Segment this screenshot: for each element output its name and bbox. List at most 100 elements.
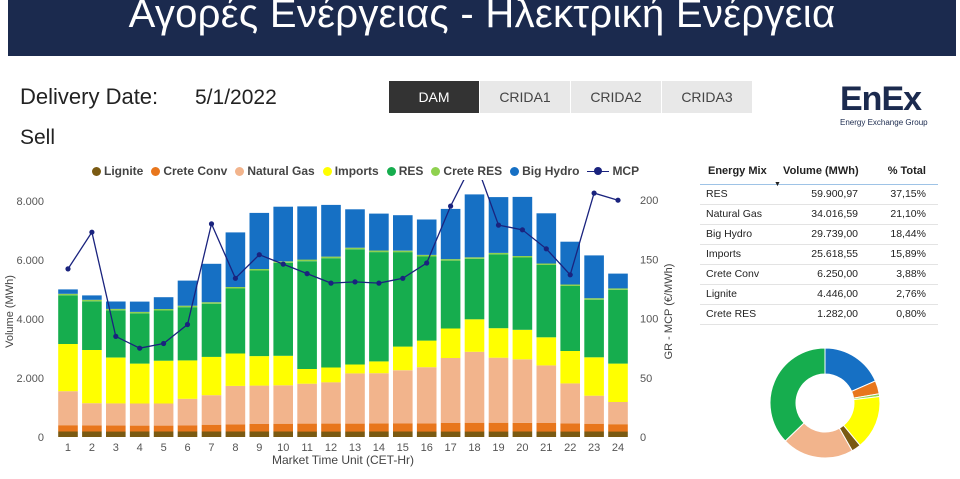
tab-crida3[interactable]: CRIDA3 <box>662 81 752 113</box>
y-tick-label: 4.000 <box>16 314 44 326</box>
mcp-point <box>615 197 621 203</box>
legend-marker <box>235 166 245 176</box>
bar-segment <box>416 256 437 341</box>
tab-crida2[interactable]: CRIDA2 <box>571 81 661 113</box>
x-tick-label: 8 <box>232 442 238 454</box>
header-energy-mix[interactable]: Energy Mix <box>708 165 767 177</box>
bar-segment <box>369 213 389 251</box>
legend-item-crete-res[interactable]: Crete RES <box>431 164 502 178</box>
bar-segment <box>201 302 222 304</box>
y-tick-label: 8.000 <box>16 196 44 208</box>
x-tick-label: 22 <box>564 442 576 454</box>
table-header: Energy Mix Volume (MWh) % Total ▼ <box>700 162 938 188</box>
y2-tick-label: 50 <box>640 373 652 385</box>
mcp-point <box>89 229 95 235</box>
legend-label: MCP <box>612 164 640 178</box>
legend-item-big-hydro[interactable]: Big Hydro <box>510 164 579 178</box>
bar-segment <box>58 295 78 344</box>
legend-marker <box>322 166 332 176</box>
delivery-date-label: Delivery Date: <box>20 84 159 109</box>
tab-dam[interactable]: DAM <box>389 81 479 113</box>
bar-segment <box>464 431 485 437</box>
bar-segment <box>321 431 341 437</box>
x-tick-label: 10 <box>277 442 289 454</box>
bar-segment <box>369 252 389 362</box>
bar-segment <box>393 250 413 253</box>
bar-segment <box>201 356 222 396</box>
bar-segment <box>297 368 317 384</box>
bar-segment <box>273 206 293 262</box>
bar-segment <box>345 364 365 374</box>
mcp-point <box>208 221 215 227</box>
mcp-point <box>424 260 430 266</box>
bar-segment <box>106 425 126 432</box>
x-tick-label: 4 <box>137 442 143 454</box>
bar-segment <box>584 299 604 358</box>
bar-segment <box>536 265 557 338</box>
bar-segment <box>82 425 102 432</box>
bar-segment <box>440 423 461 432</box>
bar-segment <box>177 360 198 399</box>
mcp-point <box>304 271 310 277</box>
bar-segment <box>464 194 485 258</box>
cell-volume: 59.900,97 <box>811 188 858 200</box>
donut-slice[interactable] <box>769 347 826 442</box>
table-row: Natural Gas 34.016,59 21,10% <box>700 205 938 225</box>
bar-segment <box>297 383 317 424</box>
bar-segment <box>177 305 198 308</box>
x-tick-label: 16 <box>421 442 433 454</box>
table-row: Big Hydro 29.739,00 18,44% <box>700 225 938 245</box>
legend-item-res[interactable]: RES <box>386 164 423 178</box>
x-tick-label: 18 <box>468 442 480 454</box>
legend-item-lignite[interactable]: Lignite <box>92 164 143 178</box>
bar-segment <box>584 255 604 299</box>
bar-segment <box>536 337 557 366</box>
mcp-point <box>137 345 143 351</box>
y-tick-label: 0 <box>38 432 44 444</box>
table-row: Imports 25.618,55 15,89% <box>700 245 938 265</box>
bar-segment <box>225 287 246 289</box>
bar-segment <box>153 309 174 311</box>
legend-label: Imports <box>334 164 379 178</box>
header-volume[interactable]: Volume (MWh) <box>783 165 859 177</box>
bar-segment <box>608 424 628 432</box>
bar-segment <box>488 252 509 255</box>
bar-segment <box>416 255 437 257</box>
cell-percent: 3,88% <box>896 268 926 280</box>
legend-item-natural-gas[interactable]: Natural Gas <box>235 164 315 178</box>
bar-segment <box>440 358 461 423</box>
legend-item-mcp[interactable]: MCP <box>587 164 639 178</box>
chart-legend: Lignite Crete Conv Natural Gas Imports R… <box>92 164 647 178</box>
bar-segment <box>488 431 509 437</box>
enex-logo: EnEx Energy Exchange Group <box>838 80 938 132</box>
bar-segment <box>297 431 317 437</box>
header-percent-total[interactable]: % Total <box>887 165 926 177</box>
x-axis-label: Market Time Unit (CET-Hr) <box>272 453 414 467</box>
x-tick-label: 11 <box>301 442 312 454</box>
bar-segment <box>106 308 126 311</box>
bar-segment <box>393 215 413 251</box>
x-tick-label: 12 <box>325 442 337 454</box>
legend-item-crete-conv[interactable]: Crete Conv <box>151 164 227 178</box>
bar-segment <box>536 431 557 437</box>
bar-segment <box>129 425 150 432</box>
cell-percent: 0,80% <box>896 308 926 320</box>
legend-item-imports[interactable]: Imports <box>322 164 379 178</box>
bar-segment <box>177 431 198 437</box>
legend-label: Crete RES <box>443 164 503 178</box>
bar-segment <box>58 391 78 426</box>
bar-segment <box>129 431 150 437</box>
tab-crida1[interactable]: CRIDA1 <box>480 81 570 113</box>
x-tick-label: 14 <box>373 442 385 454</box>
mcp-point <box>376 280 382 286</box>
delivery-date-value[interactable]: 5/1/2022 <box>195 86 277 109</box>
bar-segment <box>225 424 246 432</box>
bar-segment <box>58 289 78 294</box>
legend-label: Natural Gas <box>247 164 315 178</box>
mcp-point <box>184 321 191 328</box>
y2-tick-label: 0 <box>640 432 646 444</box>
bar-segment <box>249 212 270 269</box>
bar-segment <box>369 361 389 374</box>
bar-segment <box>584 423 604 432</box>
cell-volume: 1.282,00 <box>817 308 858 320</box>
